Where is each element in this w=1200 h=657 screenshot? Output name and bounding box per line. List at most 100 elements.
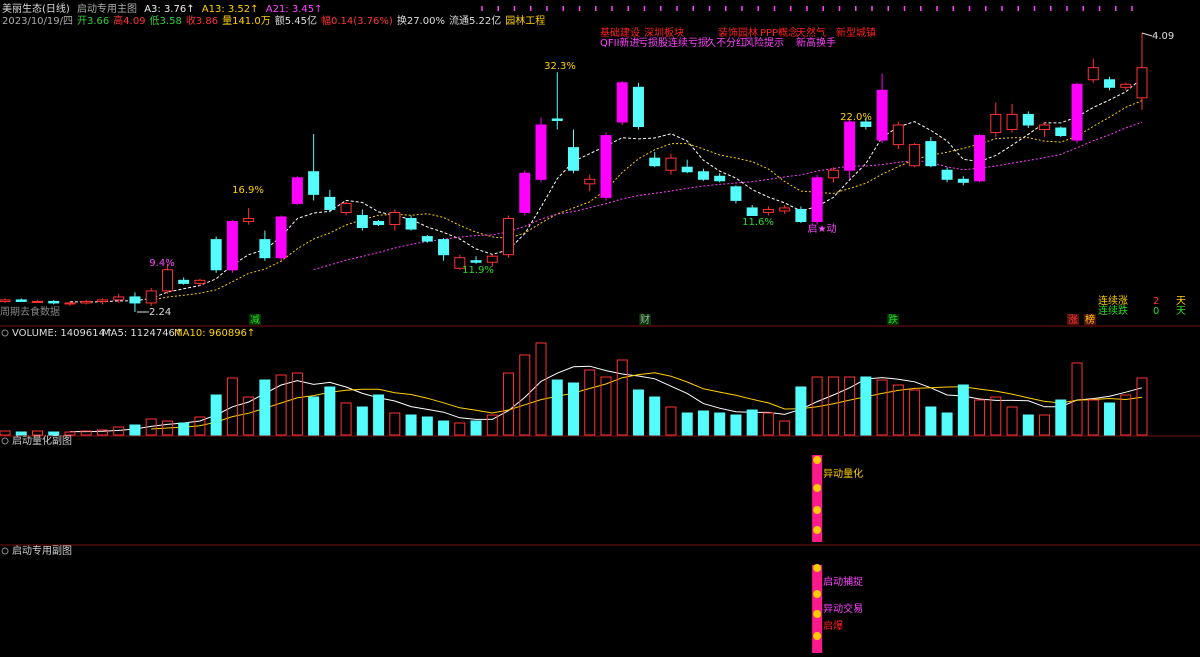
candle-body (551, 118, 563, 121)
volume-bar (1022, 414, 1034, 436)
volume-bar (568, 382, 579, 436)
volume-bar (503, 372, 515, 436)
candle-body (0, 299, 11, 302)
tag: 新型城镇 (836, 26, 876, 39)
candle-body (421, 236, 433, 242)
candle-body (941, 169, 953, 180)
candle-body (129, 296, 141, 304)
header-row-1: 美丽生态(日线) 启动专用主图 A3: 3.76↑ A13: 3.52↑ A21… (2, 0, 327, 15)
candle-body (356, 214, 368, 229)
marker-box (639, 314, 651, 325)
candle-body (226, 221, 238, 271)
volume-bar (990, 396, 1002, 436)
footer-label: 周期去食数据 (0, 305, 60, 318)
indicator-line: A21: 3.45↑ (265, 4, 323, 15)
volume-bar (632, 389, 644, 436)
tag: QFII新进 (600, 36, 640, 49)
candle-body (876, 89, 888, 141)
volume-bar (860, 376, 872, 436)
streak-label: 连续跌 (1098, 304, 1128, 317)
panel-icon (1, 547, 9, 555)
candle-body (275, 216, 287, 259)
high-pointer (1141, 32, 1153, 37)
volume-bar (161, 420, 173, 436)
streak-unit: 天 (1176, 296, 1186, 307)
volume-bar (405, 414, 417, 436)
panel-icon (1, 437, 9, 445)
ma-line (313, 121, 1143, 271)
volume-bar (811, 376, 823, 436)
quote-sector[interactable]: 园林工程 (505, 16, 546, 27)
candle-body (178, 279, 190, 284)
candle-body (584, 178, 596, 185)
candle-body (389, 211, 401, 226)
volume-bar (1120, 394, 1132, 436)
candle-body (454, 257, 466, 269)
tag: 风险提示 (744, 36, 784, 49)
streak-count: 0 (1153, 306, 1159, 317)
tag: 新高换手 (796, 36, 836, 49)
volume-bar (584, 369, 596, 436)
marker-box (1067, 314, 1079, 325)
volume-bar (275, 374, 287, 436)
candle-body (1136, 67, 1148, 99)
signal-icon (813, 632, 822, 640)
volume-bar (551, 379, 563, 436)
marker: 跌 (888, 313, 898, 326)
candle-body (795, 208, 807, 223)
high-label: 4.09 (1152, 31, 1174, 42)
candle-body (1022, 113, 1034, 126)
candle-body (259, 239, 271, 259)
volume-bar (925, 406, 937, 436)
volume-bar (324, 386, 336, 436)
indicator-name[interactable]: 启动专用主图 (77, 4, 137, 15)
marker-box (1084, 314, 1096, 325)
candle-body (1055, 127, 1067, 137)
header-row-2: 2023/10/19/四 开3.66 高4.09 低3.58 收3.86 量141.0万额… (2, 12, 549, 27)
quote-float: 流通5.22亿 (448, 16, 502, 27)
volume-bar (145, 418, 157, 436)
quote-change: 幅0.14(3.76%) (320, 16, 393, 27)
signal-icon (813, 526, 822, 534)
candle-body (340, 202, 352, 213)
volume-bar (308, 396, 320, 436)
candle-body (892, 124, 904, 146)
volume-bar (1087, 399, 1099, 436)
volume-bar (762, 412, 774, 436)
volume-bar (48, 431, 60, 436)
signal-column (812, 565, 823, 653)
indicator-line: A13: 3.52↑ (201, 4, 259, 15)
volume-bar (519, 354, 531, 436)
volume-ma-line (151, 372, 1143, 430)
volume-bar (714, 412, 726, 436)
candle-body (1087, 67, 1099, 81)
candle-body (762, 208, 774, 213)
volume-bar (795, 386, 807, 436)
low-label: 2.24 (149, 307, 171, 318)
candle-body (632, 86, 644, 128)
volume-bar (291, 372, 303, 436)
candle-body (844, 121, 856, 171)
candle-body (503, 217, 515, 256)
candle-body (519, 172, 531, 213)
volume-bar (1055, 399, 1067, 436)
tag: 亏损股 (638, 36, 668, 49)
volume-bar (340, 402, 352, 436)
volume-bar (1136, 377, 1148, 436)
stock-name: 美丽生态(日线) (2, 4, 70, 15)
streak-count: 2 (1153, 296, 1159, 307)
candle-body (373, 221, 385, 226)
signal-icon (813, 456, 822, 464)
candle-body (80, 300, 92, 304)
streak-label: 连续涨 (1098, 294, 1128, 307)
tag: 久不分红 (706, 36, 746, 49)
volume-bar (470, 420, 482, 436)
panel-icon (1, 329, 9, 337)
volume-bar (957, 384, 969, 436)
candle-body (616, 82, 628, 123)
candle-body (438, 239, 450, 256)
signal-icon (813, 610, 822, 618)
volume-legend: MA10: 960896↑ (174, 328, 255, 339)
